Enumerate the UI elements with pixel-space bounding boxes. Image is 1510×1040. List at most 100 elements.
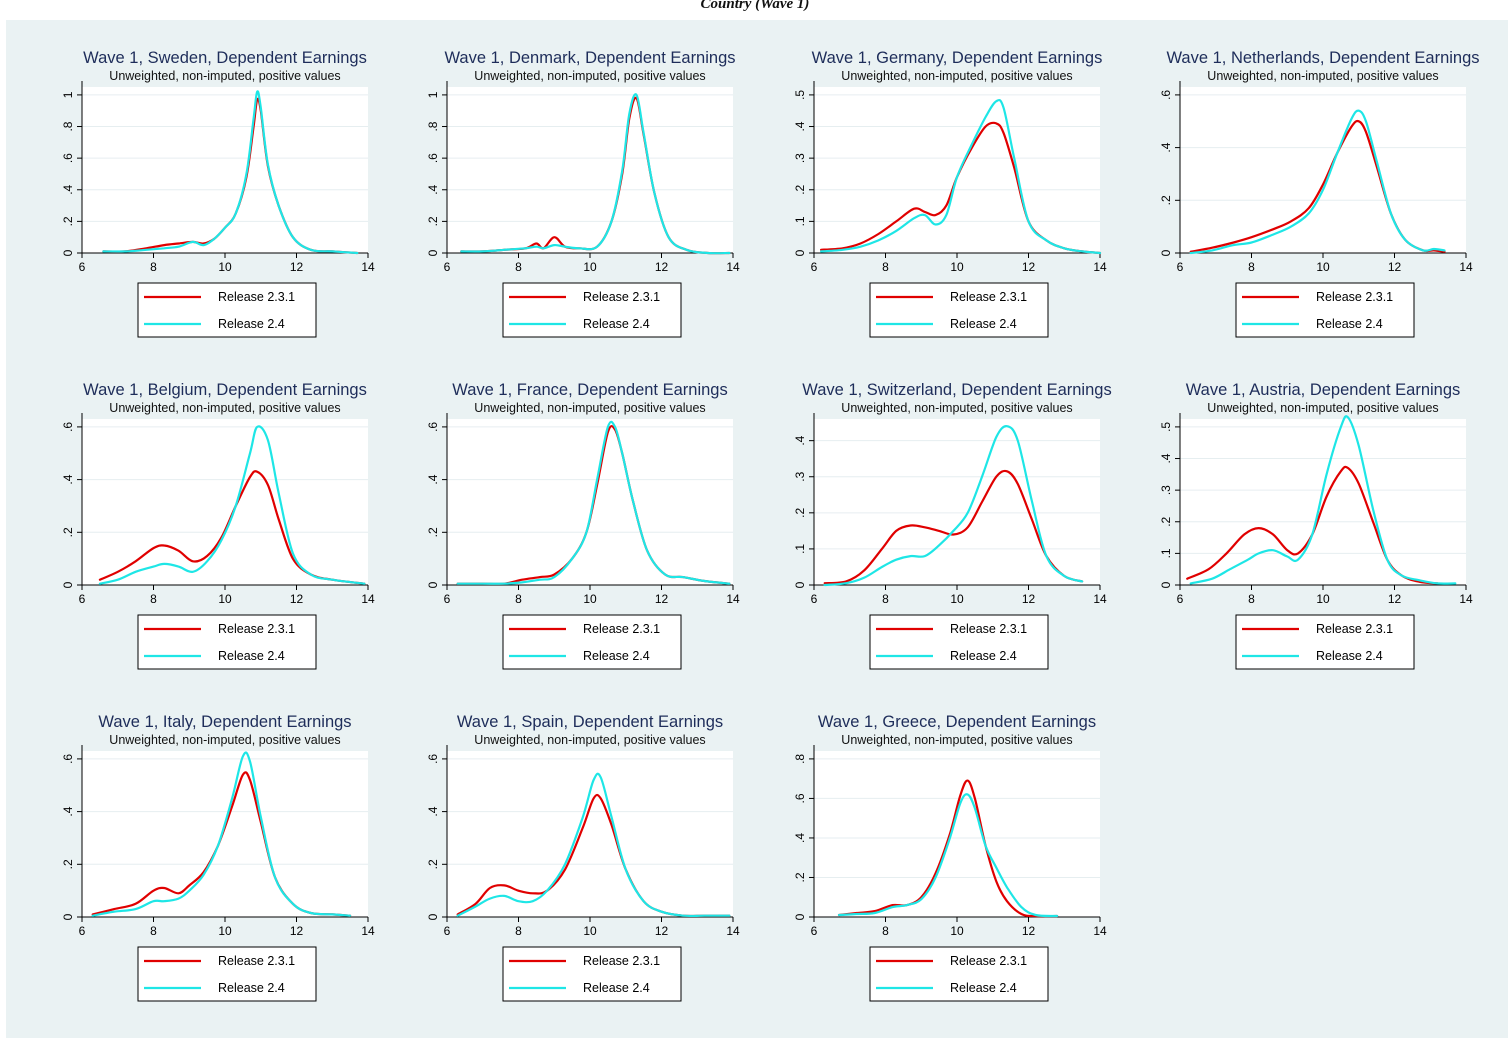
chart-panel-2: Wave 1, Denmark, Dependent Earnings Unwei…	[426, 49, 740, 338]
y-tick-label: .1	[793, 544, 807, 554]
y-tick-label: .3	[1159, 485, 1173, 495]
y-tick-label: .6	[426, 153, 440, 163]
x-tick-label: 12	[290, 260, 304, 274]
x-tick-label: 10	[583, 924, 597, 938]
y-tick-label: 0	[793, 913, 807, 920]
legend-box	[137, 946, 317, 1002]
y-tick-label: .5	[1159, 422, 1173, 432]
x-tick-label: 10	[583, 260, 597, 274]
x-tick-label: 8	[882, 592, 889, 606]
series-line	[91, 751, 352, 917]
y-tick-label: 0	[426, 913, 440, 920]
legend-box	[137, 614, 317, 670]
y-tick-label: .2	[61, 216, 75, 226]
legend-label: Release 2.3.1	[583, 954, 660, 968]
legend-label: Release 2.3.1	[1316, 290, 1393, 304]
plot-area	[447, 419, 733, 585]
series-line	[823, 469, 1084, 585]
x-tick-label: 8	[150, 592, 157, 606]
y-tick-label: 0	[61, 913, 75, 920]
x-tick-label: 12	[655, 260, 669, 274]
x-tick-label: 8	[515, 260, 522, 274]
plot-area	[814, 751, 1100, 917]
chart-panel-8: Wave 1, Austria, Dependent Earnings Unwei…	[1159, 381, 1473, 670]
series-line	[1189, 415, 1457, 585]
legend-box	[1235, 282, 1415, 338]
y-tick-label: .2	[793, 872, 807, 882]
x-tick-label: 8	[150, 260, 157, 274]
chart-subtitle: Unweighted, non-imputed, positive values	[109, 69, 340, 83]
y-tick-label: .4	[61, 806, 75, 816]
x-tick-label: 6	[444, 924, 451, 938]
y-tick-label: 0	[793, 249, 807, 256]
y-tick-label: 0	[1159, 249, 1173, 256]
y-tick-label: 1	[61, 91, 75, 98]
chart-subtitle: Unweighted, non-imputed, positive values	[109, 733, 340, 747]
y-tick-label: 0	[1159, 581, 1173, 588]
x-tick-label: 6	[444, 260, 451, 274]
x-tick-label: 6	[79, 260, 86, 274]
legend-label: Release 2.4	[1316, 317, 1383, 331]
x-tick-label: 12	[1388, 592, 1402, 606]
x-tick-label: 6	[444, 592, 451, 606]
legend-label: Release 2.4	[218, 649, 285, 663]
chart-panel-11: Wave 1, Greece, Dependent Earnings Unweig…	[793, 713, 1107, 1002]
y-tick-label: .6	[61, 754, 75, 764]
x-tick-label: 14	[361, 924, 375, 938]
y-tick-label: .4	[426, 806, 440, 816]
x-tick-label: 14	[361, 592, 375, 606]
x-tick-label: 10	[218, 592, 232, 606]
x-tick-label: 14	[1093, 260, 1107, 274]
y-tick-label: .4	[426, 474, 440, 484]
plot-area	[447, 751, 733, 917]
x-tick-label: 6	[1177, 260, 1184, 274]
chart-panel-6: Wave 1, France, Dependent Earnings Unweig…	[426, 381, 740, 670]
y-tick-label: .2	[426, 216, 440, 226]
y-tick-label: .1	[793, 216, 807, 226]
x-tick-label: 6	[79, 592, 86, 606]
chart-title: Wave 1, Austria, Dependent Earnings	[1186, 381, 1461, 399]
x-tick-label: 14	[1093, 592, 1107, 606]
y-tick-label: .3	[793, 153, 807, 163]
y-tick-label: 0	[426, 581, 440, 588]
chart-subtitle: Unweighted, non-imputed, positive values	[474, 69, 705, 83]
y-tick-label: .8	[61, 121, 75, 131]
legend-label: Release 2.4	[583, 981, 650, 995]
y-tick-label: .2	[426, 859, 440, 869]
x-tick-label: 6	[811, 924, 818, 938]
legend-box	[869, 614, 1049, 670]
legend-label: Release 2.4	[218, 317, 285, 331]
chart-title: Wave 1, Netherlands, Dependent Earnings	[1166, 49, 1479, 67]
y-tick-label: .1	[1159, 548, 1173, 558]
legend-label: Release 2.3.1	[218, 290, 295, 304]
x-tick-label: 14	[726, 260, 740, 274]
y-tick-label: .4	[1159, 453, 1173, 463]
series-line	[820, 98, 1102, 255]
page-caption: Country (Wave 1)	[700, 0, 810, 12]
legend-label: Release 2.3.1	[950, 954, 1027, 968]
legend-box	[869, 946, 1049, 1002]
chart-subtitle: Unweighted, non-imputed, positive values	[841, 401, 1072, 415]
x-tick-label: 6	[811, 592, 818, 606]
x-tick-label: 8	[515, 924, 522, 938]
x-tick-label: 8	[150, 924, 157, 938]
legend-label: Release 2.3.1	[1316, 622, 1393, 636]
chart-title: Wave 1, Switzerland, Dependent Earnings	[802, 381, 1111, 399]
x-tick-label: 10	[950, 592, 964, 606]
y-tick-label: .5	[793, 90, 807, 100]
chart-subtitle: Unweighted, non-imputed, positive values	[1207, 401, 1438, 415]
y-tick-label: .2	[1159, 516, 1173, 526]
y-tick-label: .4	[426, 184, 440, 194]
chart-subtitle: Unweighted, non-imputed, positive values	[474, 401, 705, 415]
chart-subtitle: Unweighted, non-imputed, positive values	[1207, 69, 1438, 83]
chart-title: Wave 1, Italy, Dependent Earnings	[98, 713, 351, 731]
plot-area	[82, 751, 368, 917]
legend-box	[502, 282, 682, 338]
x-tick-label: 12	[1022, 592, 1036, 606]
legend-box	[1235, 614, 1415, 670]
legend-label: Release 2.4	[950, 649, 1017, 663]
x-tick-label: 10	[218, 260, 232, 274]
chart-subtitle: Unweighted, non-imputed, positive values	[841, 69, 1072, 83]
x-tick-label: 10	[950, 924, 964, 938]
x-tick-label: 10	[583, 592, 597, 606]
